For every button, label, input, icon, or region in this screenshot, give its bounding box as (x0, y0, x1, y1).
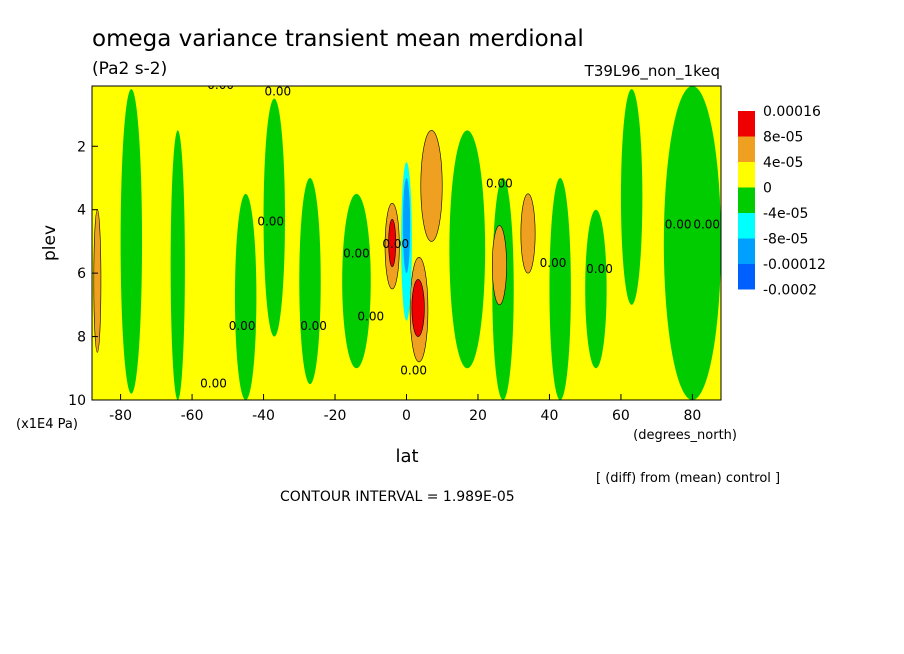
contour-region-green (663, 86, 721, 400)
x-tick-label: 20 (469, 408, 487, 424)
contour-fill-regions (93, 86, 721, 400)
contour-region-green (449, 130, 486, 369)
contour-labels: 0.00 0.000.000.000.000.000.000.000.000.00… (200, 78, 720, 390)
x-tick-label: -60 (181, 408, 204, 424)
x-tick-label: 40 (541, 408, 559, 424)
contour-value-label: 0.00 (486, 176, 513, 190)
contour-region-green (120, 89, 143, 394)
legend-level-label: 4e-05 (763, 155, 803, 171)
contour-region-green (263, 98, 285, 337)
x-tick-label: -40 (252, 408, 275, 424)
contour-region-red (388, 218, 397, 268)
legend-level-label: -4e-05 (763, 206, 808, 222)
x-axis-units: (degrees_north) (633, 428, 737, 443)
contour-region-green (342, 193, 371, 369)
contour-value-label: 0.00 (257, 215, 284, 229)
legend-swatch (738, 111, 755, 137)
contour-region-orange (420, 130, 443, 242)
contour-value-label: 0.00 (207, 78, 234, 92)
legend-level-label: -8e-05 (763, 232, 808, 248)
legend-swatch (738, 238, 755, 264)
contour-value-label: 0.00 (357, 310, 384, 324)
contour-region-orange (491, 225, 507, 306)
contour-region-green (585, 209, 607, 369)
legend-swatch (738, 187, 755, 213)
contour-value-label: 0.00 (200, 376, 227, 390)
contour-region-red (411, 279, 425, 337)
color-legend: 0.00016 8e-05 4e-05 0 -4e-05 -8e-05 -0.00012 -0… (738, 104, 826, 299)
contour-region-green (170, 130, 185, 400)
contour-region-orange (520, 193, 536, 274)
contour-interval: CONTOUR INTERVAL = 1.989E-05 (280, 489, 515, 505)
legend-level-label: 8e-05 (763, 130, 803, 146)
x-tick-label: 0 (402, 408, 411, 424)
y-axis-units: (x1E4 Pa) (16, 417, 78, 432)
contour-value-label: 0.00 (264, 85, 291, 99)
x-axis-label: lat (395, 446, 418, 467)
contour-value-label: 0.00 (229, 319, 256, 333)
contour-region-blue (402, 177, 411, 274)
x-tick-label: 60 (612, 408, 630, 424)
x-tick-label: 80 (683, 408, 701, 424)
legend-level-label: -0.0002 (763, 283, 817, 299)
legend-swatch (738, 162, 755, 188)
contour-value-label: 0.00 (382, 237, 409, 251)
y-axis-ticks: 2 4 6 8 10 (68, 139, 98, 409)
contour-value-label: 0.00 (343, 246, 370, 260)
legend-swatch (738, 136, 755, 162)
y-tick-label: 6 (77, 266, 86, 282)
legend-level-label: -0.00012 (763, 257, 826, 273)
y-tick-label: 10 (68, 393, 86, 409)
chart-title: omega variance transient mean merdional (92, 26, 584, 52)
legend-level-label: 0 (763, 181, 772, 197)
x-tick-label: -80 (109, 408, 132, 424)
contour-value-label: 0.00 (300, 319, 327, 333)
contour-region-orange (93, 209, 102, 353)
contour-value-label: 0.00 (665, 218, 692, 232)
contour-region-green (549, 177, 571, 400)
contour-region-green (299, 177, 321, 385)
contour-region-green (234, 193, 257, 400)
chart-units: (Pa2 s-2) (92, 59, 167, 79)
x-axis-ticks: -80 -60 -40 -20 0 20 40 60 80 (109, 394, 701, 424)
y-tick-label: 4 (77, 203, 86, 219)
x-tick-label: -20 (324, 408, 347, 424)
y-tick-label: 2 (77, 139, 86, 155)
diff-note: [ (diff) from (mean) control ] (596, 471, 780, 486)
legend-level-label: 0.00016 (763, 104, 821, 120)
contour-value-label: 0.00 (693, 218, 720, 232)
contour-value-label: 0.00 (400, 364, 427, 378)
legend-swatch (738, 213, 755, 239)
contour-value-label: 0.00 (540, 256, 567, 270)
contour-value-label: 0.00 (586, 262, 613, 276)
y-axis-label: plev (40, 225, 60, 261)
experiment-label: T39L96_non_1keq (584, 62, 720, 81)
contour-region-green (620, 89, 643, 305)
legend-swatch (738, 264, 755, 290)
y-tick-label: 8 (77, 330, 86, 346)
